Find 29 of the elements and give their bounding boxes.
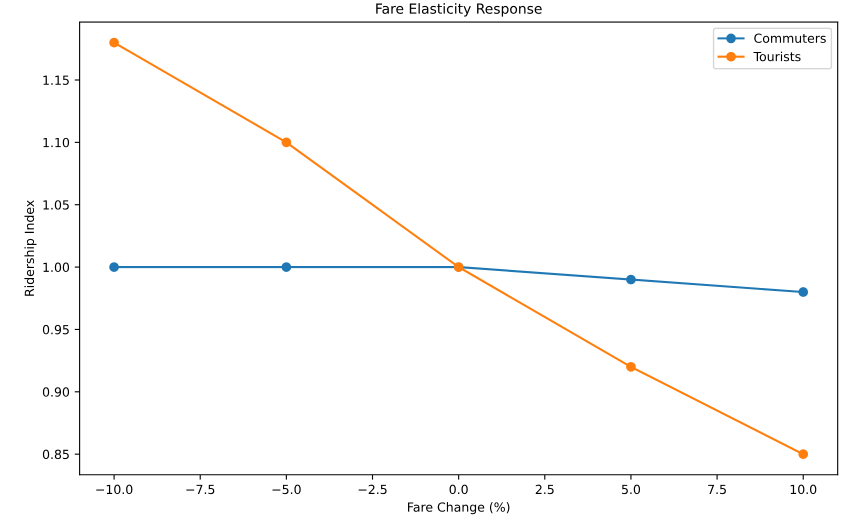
point <box>798 287 808 297</box>
x-tick-label: −5.0 <box>272 484 301 494</box>
point <box>282 262 292 272</box>
x-tick-label: 0.0 <box>450 484 468 494</box>
legend-label: Tourists <box>754 52 801 62</box>
x-tick-label: −2.5 <box>358 484 387 494</box>
legend-label: Commuters <box>754 33 826 43</box>
y-tick-label: 1.15 <box>43 76 69 85</box>
x-axis-title: Fare Change (%) <box>408 502 510 514</box>
x-tick-label: 7.5 <box>708 484 726 494</box>
y-tick-label: 1.10 <box>43 138 70 148</box>
point <box>282 138 292 148</box>
point <box>626 274 636 284</box>
chart-title: Fare Elasticity Response <box>376 3 542 17</box>
y-tick-label: 1.00 <box>43 262 70 272</box>
x-tick-label: 5.0 <box>622 484 640 494</box>
y-tick-label: 0.95 <box>42 324 69 334</box>
point <box>109 262 119 272</box>
x-tick-label: −7.5 <box>186 484 214 494</box>
point <box>798 449 808 460</box>
y-tick-label: 0.90 <box>42 387 70 397</box>
x-tick-label: −10.0 <box>96 484 132 494</box>
x-tick-label: 10.0 <box>790 484 816 494</box>
x-tick-label: 2.5 <box>536 484 554 494</box>
y-tick-label: 1.05 <box>43 200 69 210</box>
point <box>109 38 119 48</box>
y-tick-label: 0.85 <box>42 450 69 460</box>
point <box>626 362 636 372</box>
y-axis-title: Ridership Index <box>24 200 37 296</box>
